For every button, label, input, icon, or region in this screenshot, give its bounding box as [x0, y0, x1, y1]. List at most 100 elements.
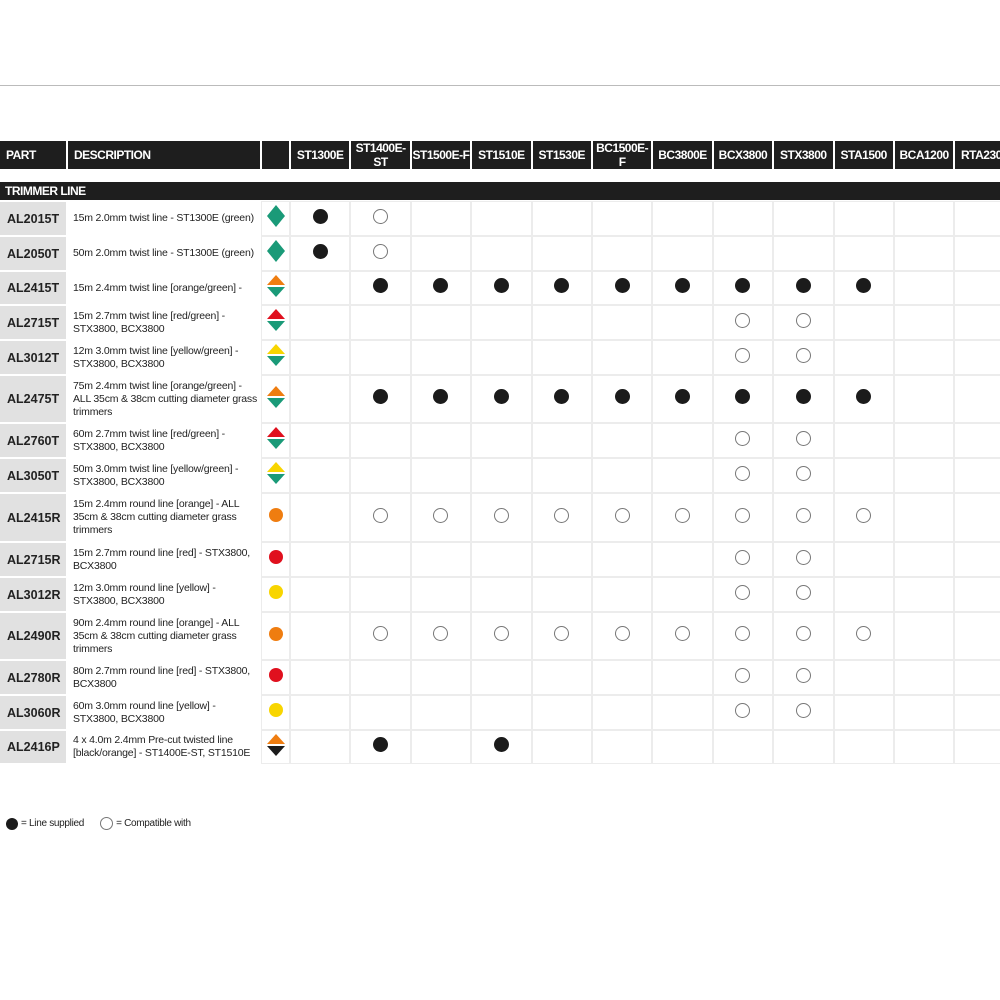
compat-cell	[713, 578, 773, 611]
compat-cell	[351, 376, 410, 422]
compat-cell	[774, 731, 833, 763]
compat-cell	[955, 578, 1000, 611]
compat-cell	[713, 341, 773, 374]
line-color-cell	[262, 696, 289, 729]
compat-cell	[774, 459, 833, 492]
compat-cell	[472, 578, 531, 611]
compat-cell	[955, 341, 1000, 374]
compat-cell	[774, 543, 833, 576]
green-diamond-icon	[266, 240, 285, 262]
compat-cell	[532, 731, 591, 763]
part-number: AL2415R	[0, 494, 66, 541]
compat-cell	[351, 306, 410, 339]
filled-circle-icon	[614, 389, 630, 404]
description: 50m 2.0mm twist line - ST1300E (green)	[73, 247, 254, 259]
compat-cell	[774, 424, 833, 457]
compat-cell	[834, 424, 893, 457]
compat-cell	[411, 202, 471, 235]
description: 60m 2.7mm twist line [red/green] - STX38…	[73, 427, 225, 453]
filled-circle-icon	[795, 278, 811, 293]
header-description: DESCRIPTION	[68, 141, 260, 169]
compat-cell	[834, 661, 893, 694]
open-circle-icon	[735, 584, 751, 600]
compat-cell	[411, 613, 471, 659]
filled-circle-icon	[856, 389, 872, 404]
part-number: AL2490R	[0, 613, 66, 659]
compat-cell	[713, 376, 773, 422]
compat-cell	[532, 696, 591, 729]
compat-cell	[472, 341, 531, 374]
compat-cell	[472, 494, 531, 541]
compat-cell	[894, 202, 954, 235]
compat-cell	[411, 731, 471, 763]
table-row: AL2715T 15m 2.7mm twist line [red/green] …	[0, 306, 1000, 339]
section-title: TRIMMER LINE	[0, 182, 1000, 200]
open-circle-icon	[493, 626, 509, 641]
table-row: AL2490R 90m 2.4mm round line [orange] - A…	[0, 613, 1000, 659]
compat-cell	[411, 578, 471, 611]
open-circle-icon	[795, 312, 811, 328]
legend-supplied: = Line supplied	[21, 818, 85, 829]
orange-green-split-diamond-icon	[266, 385, 285, 408]
header-model: RTA2300	[955, 141, 1000, 169]
filled-circle-icon	[433, 389, 449, 404]
header-model: BC1500E-F	[592, 141, 652, 169]
compat-cell	[592, 202, 652, 235]
compat-cell	[291, 578, 350, 611]
compat-cell	[472, 613, 531, 659]
compat-cell	[834, 341, 893, 374]
line-color-cell	[262, 543, 289, 576]
compat-cell	[894, 376, 954, 422]
part-number: AL2415T	[0, 272, 66, 304]
compat-cell	[894, 696, 954, 729]
compat-cell	[774, 202, 833, 235]
table-row: AL2715R 15m 2.7mm round line [red] - STX3…	[0, 543, 1000, 576]
compat-cell	[532, 543, 591, 576]
legend-compatible: = Compatible with	[116, 818, 191, 829]
compat-cell	[532, 578, 591, 611]
compat-cell	[592, 543, 652, 576]
description: 80m 2.7mm round line [red] - STX3800, BC…	[73, 664, 251, 690]
compat-cell	[351, 341, 410, 374]
compat-cell	[653, 376, 712, 422]
compat-cell	[713, 306, 773, 339]
compat-cell	[592, 661, 652, 694]
filled-circle-icon	[312, 208, 328, 224]
filled-circle-icon	[554, 278, 570, 293]
header-model: BCX3800	[713, 141, 773, 169]
header-model: ST1530E	[532, 141, 591, 169]
compat-cell	[472, 424, 531, 457]
open-circle-icon	[373, 626, 389, 641]
compat-cell	[653, 424, 712, 457]
filled-circle-icon	[6, 817, 18, 830]
part-number: AL2715T	[0, 306, 66, 339]
compat-cell	[472, 376, 531, 422]
compat-cell	[834, 272, 893, 304]
compat-cell	[592, 272, 652, 304]
compat-cell	[653, 494, 712, 541]
compat-cell	[894, 731, 954, 763]
open-circle-icon	[373, 208, 389, 224]
compat-cell	[894, 424, 954, 457]
compat-cell	[472, 543, 531, 576]
compat-cell	[955, 661, 1000, 694]
description: 15m 2.7mm round line [red] - STX3800, BC…	[73, 546, 251, 572]
compat-cell	[713, 494, 773, 541]
open-circle-icon	[795, 584, 811, 600]
red-circle-icon	[268, 550, 283, 564]
compat-cell	[834, 237, 893, 270]
compat-cell	[472, 731, 531, 763]
compat-cell	[592, 237, 652, 270]
compat-cell	[351, 578, 410, 611]
compat-cell	[411, 661, 471, 694]
filled-circle-icon	[373, 737, 389, 752]
compat-cell	[351, 543, 410, 576]
compat-cell	[774, 341, 833, 374]
compat-cell	[653, 237, 712, 270]
compat-cell	[774, 237, 833, 270]
filled-circle-icon	[433, 278, 449, 293]
table-row: AL2780R 80m 2.7mm round line [red] - STX3…	[0, 661, 1000, 694]
compat-cell	[774, 376, 833, 422]
compat-cell	[351, 237, 410, 270]
compat-cell	[713, 661, 773, 694]
